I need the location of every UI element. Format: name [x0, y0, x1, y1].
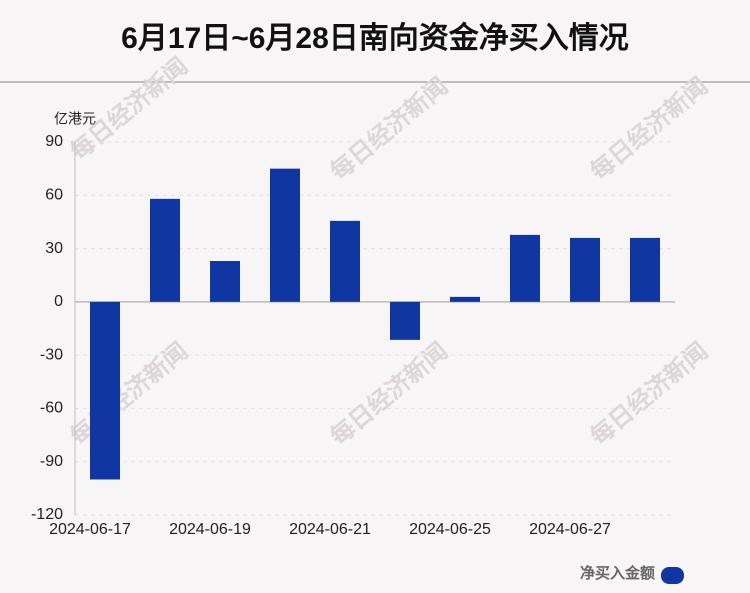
bar	[630, 237, 660, 302]
y-tick-label: -30	[40, 346, 63, 363]
legend-swatch	[661, 567, 684, 584]
y-tick-label: 60	[45, 187, 63, 204]
bar	[90, 301, 120, 480]
bar	[330, 220, 360, 302]
x-tick-label: 2024-06-19	[169, 521, 251, 538]
x-tick-label: 2024-06-25	[409, 521, 491, 538]
bar	[150, 198, 180, 302]
bar	[210, 261, 240, 302]
bar	[390, 301, 420, 340]
bar	[450, 296, 480, 302]
y-tick-label: -60	[40, 400, 63, 417]
y-tick-label: -90	[40, 453, 63, 470]
x-tick-label: 2024-06-21	[289, 521, 371, 538]
x-tick-label: 2024-06-17	[49, 521, 131, 538]
bar	[570, 237, 600, 302]
y-axis-unit: 亿港元	[54, 111, 96, 127]
y-tick-label: 90	[45, 133, 63, 150]
legend-label: 净买入金额	[580, 564, 655, 582]
bar	[510, 234, 540, 302]
y-tick-label: -120	[31, 506, 63, 523]
y-tick-label: 0	[54, 293, 63, 310]
bar	[270, 168, 300, 302]
y-tick-label: 30	[45, 240, 63, 257]
chart-title: 6月17日~6月28日南向资金净买入情况	[121, 21, 629, 55]
x-tick-label: 2024-06-27	[529, 521, 611, 538]
